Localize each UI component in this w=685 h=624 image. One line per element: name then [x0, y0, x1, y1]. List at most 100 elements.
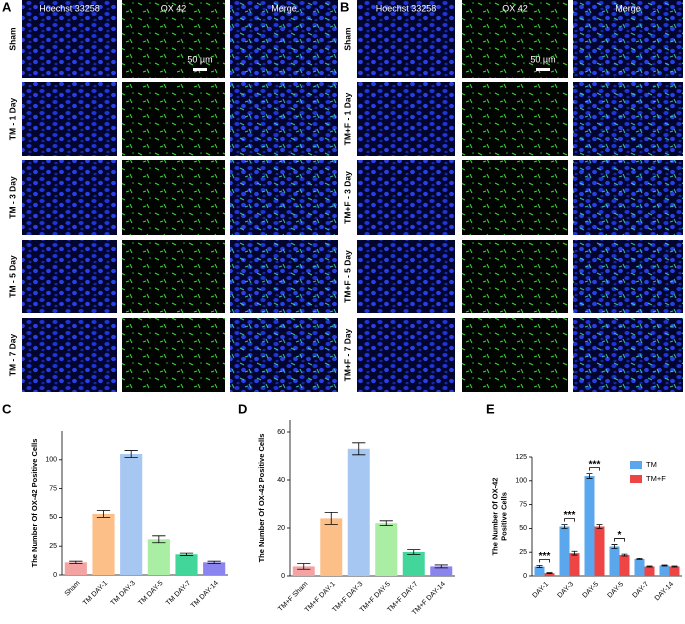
bar — [534, 566, 545, 576]
bar — [120, 454, 143, 575]
bar — [203, 562, 226, 575]
x-tick-label: DAY-5 — [607, 581, 626, 600]
row-label: TM - 1 Day — [7, 97, 17, 140]
micrograph — [462, 82, 568, 156]
significance-bracket — [539, 559, 550, 563]
x-tick-label: TM DAY-14 — [190, 580, 220, 610]
x-tick-label: DAY-14 — [654, 581, 676, 603]
row-label: TM - 5 Day — [7, 255, 17, 298]
row-label: TM+F - 3 Day — [342, 171, 352, 224]
error-bar — [671, 565, 678, 568]
x-tick-label: DAY-1 — [532, 581, 551, 600]
panel-letter: B — [340, 0, 349, 14]
merge-overlay — [230, 240, 338, 313]
bar — [92, 513, 115, 575]
error-bar — [407, 549, 421, 555]
bar — [320, 518, 343, 576]
error-bar — [297, 563, 311, 570]
charts: C 0 25 50 75 100 The Number Of OX-42 Positive … — [2, 401, 682, 617]
panel-letter: D — [238, 401, 247, 416]
bar — [292, 566, 315, 576]
y-tick-label: 50 — [519, 525, 527, 532]
y-tick-label: 60 — [277, 429, 285, 436]
row-label: TM+F - 5 Day — [342, 250, 352, 303]
significance-label: *** — [589, 459, 601, 470]
micrograph — [122, 82, 225, 156]
merge-overlay — [573, 318, 683, 392]
row-label: TM - 3 Day — [7, 176, 17, 219]
error-bar — [324, 512, 338, 525]
merge-overlay — [230, 82, 338, 156]
bar — [594, 526, 605, 576]
micrograph — [22, 240, 117, 313]
bar — [644, 566, 655, 576]
error-bar — [179, 552, 194, 556]
y-tick-label: 100 — [515, 478, 527, 485]
error-bar — [434, 564, 448, 569]
significance-label: * — [618, 530, 622, 541]
scale-bar — [193, 68, 207, 71]
error-bar — [646, 565, 653, 568]
y-tick-label: 125 — [515, 454, 527, 461]
bar — [619, 555, 630, 576]
y-tick-label: 0 — [523, 573, 527, 580]
y-tick-label: 25 — [49, 543, 57, 550]
error-bar — [536, 565, 543, 568]
x-tick-label: TM DAY-3 — [110, 580, 137, 607]
row-label: Sham — [342, 27, 352, 51]
row-label: TM+F - 7 Day — [342, 328, 352, 381]
error-bar — [379, 520, 393, 526]
scale-bar-label: 50 µm — [530, 54, 555, 64]
error-bar — [621, 553, 628, 557]
bar — [347, 448, 370, 576]
error-bar — [586, 473, 593, 479]
error-bar — [561, 524, 568, 529]
bar — [402, 552, 425, 576]
y-axis-label: Positive Cells — [499, 492, 508, 541]
micrograph — [462, 318, 568, 392]
row-label: TM - 7 Day — [7, 333, 17, 376]
micrograph — [357, 240, 455, 313]
column-label: OX 42 — [161, 3, 187, 13]
bar — [544, 573, 555, 576]
x-tick-label: Sham — [64, 580, 82, 598]
y-tick-label: 100 — [45, 457, 57, 464]
y-tick-label: 0 — [53, 572, 57, 579]
error-bar — [207, 560, 221, 564]
micrograph — [22, 82, 117, 156]
y-tick-label: 75 — [49, 485, 57, 492]
y-tick-label: 40 — [277, 477, 285, 484]
error-bar — [124, 450, 138, 458]
micrographs: Sham TM - 1 Day TM - 3 Day TM - 5 Day TM - 7… — [2, 0, 683, 392]
panel-letter: A — [2, 0, 12, 14]
column-label: Merge — [615, 3, 641, 13]
error-bar — [352, 442, 366, 456]
micrograph — [357, 82, 455, 156]
x-tick-label: DAY-3 — [557, 581, 576, 600]
merge-overlay — [573, 0, 683, 78]
bar — [147, 539, 170, 575]
micrograph — [122, 318, 225, 392]
significance-bracket — [614, 538, 625, 542]
merge-overlay — [573, 240, 683, 313]
bar — [559, 526, 570, 576]
legend-swatch — [630, 475, 642, 483]
error-bar — [152, 535, 166, 544]
y-tick-label: 0 — [281, 573, 285, 580]
row-label: Sham — [7, 27, 17, 51]
bar — [659, 565, 670, 576]
micrograph — [22, 160, 117, 235]
micrograph — [357, 318, 455, 392]
merge-overlay — [573, 160, 683, 235]
error-bar — [611, 544, 618, 549]
micrograph — [357, 160, 455, 235]
micrograph — [357, 0, 455, 78]
column-label: Merge — [271, 3, 297, 13]
y-tick-label: 50 — [49, 514, 57, 521]
y-axis-label: The Number Of OX-42 Positive Cells — [30, 439, 39, 568]
micrograph — [122, 240, 225, 313]
panel-letter: C — [2, 401, 12, 416]
bar — [64, 562, 87, 575]
panel-letter: E — [486, 401, 495, 416]
scale-bar-label: 50 µm — [187, 54, 212, 64]
